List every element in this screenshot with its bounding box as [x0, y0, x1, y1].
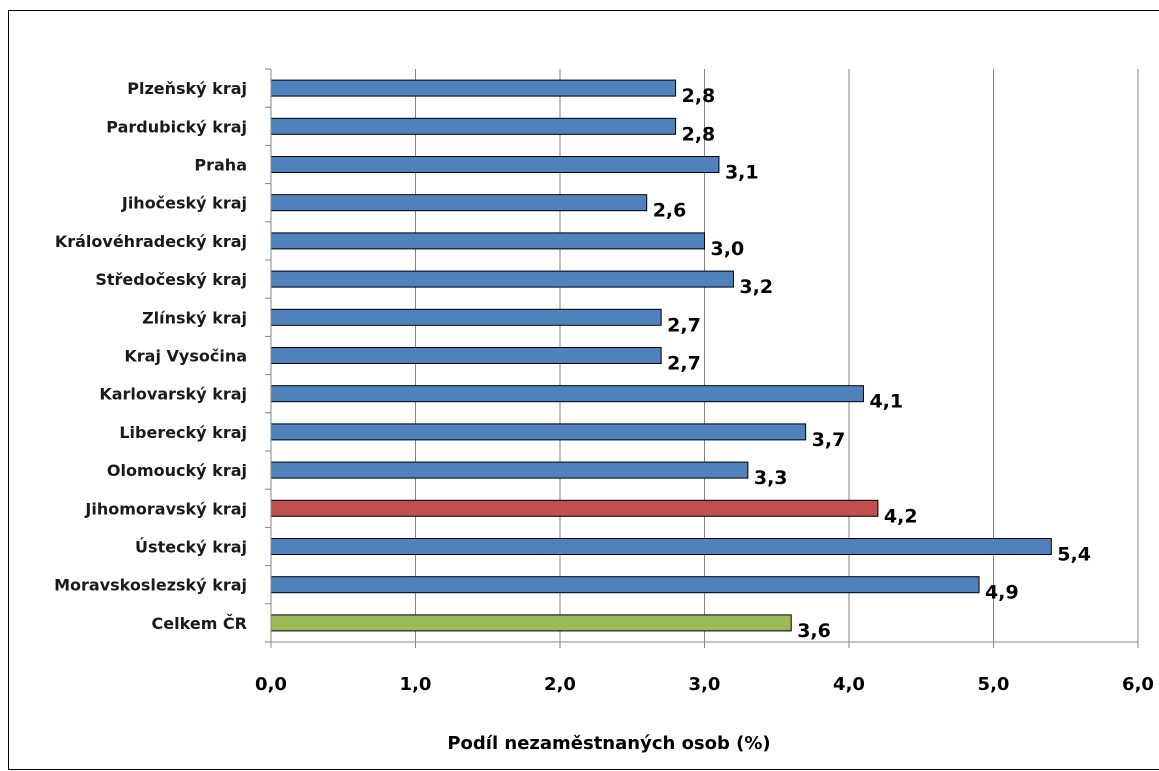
value-label: 3,6 [797, 620, 831, 642]
chart-frame: 0,0 1,0 2,0 3,0 4,0 5,0 6,0 Plzeňský kraj 2,8 Par… [8, 10, 1159, 770]
bar [270, 347, 662, 364]
value-label: 3,3 [754, 467, 788, 489]
bar [270, 79, 677, 97]
value-label: 5,4 [1057, 544, 1091, 566]
category-label: Olomoucký kraj [107, 461, 247, 480]
category-label: Praha [194, 156, 247, 175]
bar [270, 308, 662, 326]
category-label: Moravskoslezský kraj [54, 576, 247, 595]
value-label: 2,7 [667, 314, 701, 336]
category-label: Liberecký kraj [119, 423, 247, 442]
x-axis-title: Podíl nezaměstnaných osob (%) [447, 733, 770, 754]
bars [270, 79, 1052, 632]
bar [270, 270, 734, 288]
category-label: Karlovarský kraj [99, 385, 247, 404]
bar [270, 194, 648, 212]
value-label: 3,0 [711, 238, 745, 260]
x-tick-label: 4,0 [833, 674, 865, 695]
category-label: Zlínský kraj [142, 308, 247, 327]
x-tick-label: 0,0 [255, 674, 287, 695]
value-label: 3,7 [812, 429, 846, 451]
bar [270, 156, 720, 173]
value-label: 4,2 [884, 505, 918, 527]
bar [270, 614, 792, 632]
category-label: Pardubický kraj [106, 117, 247, 136]
category-label: Královéhradecký kraj [55, 232, 247, 251]
category-label: Ústecký kraj [135, 538, 247, 557]
bar [270, 461, 749, 479]
bar [270, 117, 677, 135]
bar [270, 576, 980, 594]
bar-chart: 0,0 1,0 2,0 3,0 4,0 5,0 6,0 Plzeňský kraj 2,8 Par… [54, 68, 1154, 754]
value-label: 2,8 [682, 85, 716, 107]
value-label: 2,7 [667, 353, 701, 375]
x-tick-label: 5,0 [978, 674, 1010, 695]
category-label: Jihomoravský kraj [84, 499, 247, 518]
category-label: Plzeňský kraj [127, 79, 247, 98]
value-label: 4,9 [985, 582, 1019, 604]
axes [265, 68, 1139, 648]
x-tick-label: 1,0 [400, 674, 432, 695]
x-tick-label: 2,0 [544, 674, 576, 695]
bar [270, 538, 1052, 555]
value-label: 4,1 [869, 391, 903, 413]
category-label: Středočeský kraj [95, 270, 247, 289]
bar [270, 232, 705, 250]
value-label: 2,8 [682, 123, 716, 145]
labels: 0,0 1,0 2,0 3,0 4,0 5,0 6,0 Plzeňský kraj 2,8 Par… [54, 79, 1154, 695]
value-label: 2,6 [653, 200, 687, 222]
value-label: 3,2 [739, 276, 773, 298]
category-label: Kraj Vysočina [124, 347, 247, 366]
bar [270, 423, 807, 441]
bar [270, 499, 879, 517]
value-label: 3,1 [725, 162, 759, 184]
category-label: Jihočeský kraj [121, 194, 247, 213]
x-tick-label: 3,0 [689, 674, 721, 695]
x-tick-label: 6,0 [1122, 674, 1154, 695]
category-label: Celkem ČR [152, 614, 247, 633]
bar [270, 385, 864, 403]
